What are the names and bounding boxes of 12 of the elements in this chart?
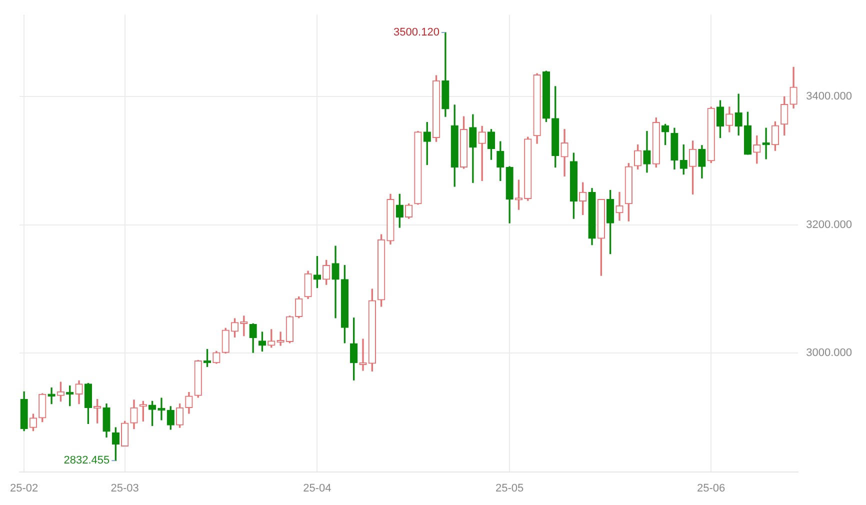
- x-tick-label: 25-02: [10, 482, 38, 494]
- y-tick-label: 3000.000: [806, 347, 852, 360]
- x-tick-label: 25-05: [495, 482, 524, 494]
- annotation: 2832.455: [64, 454, 110, 467]
- y-tick-label: 3400.000: [806, 90, 852, 103]
- y-tick-label: 3200.000: [806, 218, 852, 231]
- candlestick: [332, 246, 340, 318]
- x-tick-label: 25-04: [303, 482, 332, 494]
- annotation: 3500.120: [394, 26, 440, 39]
- x-tick-label: 25-06: [697, 482, 726, 494]
- candlestick: [616, 192, 624, 221]
- x-tick-label: 25-03: [110, 482, 139, 494]
